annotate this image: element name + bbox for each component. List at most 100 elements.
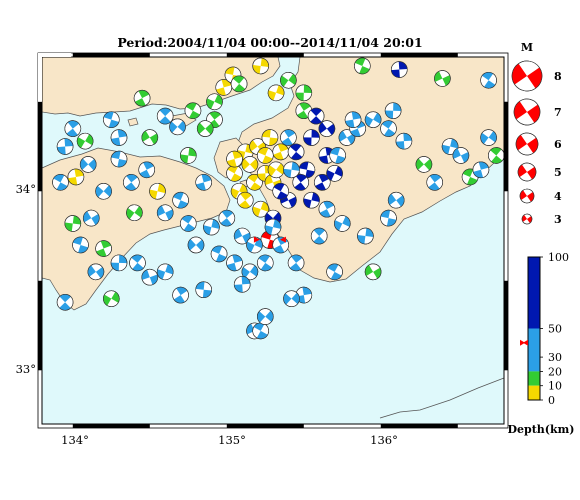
event-mechanism	[138, 161, 156, 179]
depth-scale-segment	[528, 371, 540, 386]
event-mechanism	[169, 118, 186, 136]
magnitude-legend-label: 4	[554, 190, 562, 203]
depth-marker-right	[523, 339, 528, 346]
event-mechanism	[280, 129, 297, 146]
event-mechanism	[452, 147, 470, 164]
event-mechanism	[203, 218, 220, 236]
depth-scale-segment	[528, 328, 540, 372]
frame-bar-right	[504, 280, 508, 371]
event-mechanism	[415, 156, 433, 173]
frame-bar-left	[38, 280, 42, 371]
event-mechanism	[390, 61, 408, 78]
landmass-honshu	[41, 56, 281, 117]
event-mechanism	[480, 71, 497, 89]
event-mechanism	[156, 107, 174, 125]
event-mechanism	[180, 215, 197, 232]
depth-scale-label: 0	[548, 394, 555, 407]
event-mechanism	[126, 204, 143, 222]
event-mechanism	[210, 245, 228, 263]
depth-scale-title: Depth(km)	[508, 423, 575, 436]
event-mechanism	[326, 165, 343, 182]
magnitude-legend-label: 7	[554, 106, 562, 119]
event-mechanism	[246, 174, 263, 191]
frame-bar-top	[380, 53, 458, 57]
event-mechanism	[303, 129, 320, 146]
event-marker-left	[253, 236, 260, 243]
event-mechanism	[56, 293, 74, 311]
event-mechanism	[187, 236, 205, 254]
event-mechanism	[226, 150, 243, 168]
event-mechanism	[283, 161, 300, 179]
event-mechanism	[283, 290, 300, 307]
event-mechanism	[110, 129, 128, 146]
event-mechanism	[180, 147, 197, 164]
magnitude-legend: M 8 7 6 5 4 3	[511, 41, 562, 226]
frame-bar-top	[72, 53, 150, 57]
event-mechanism	[103, 111, 120, 128]
event-mechanism	[364, 263, 382, 281]
depth-marker-left	[520, 339, 525, 346]
event-mechanism	[287, 254, 305, 272]
event-mechanism	[384, 102, 402, 120]
event-mechanism	[72, 236, 89, 254]
event-mechanism	[264, 218, 282, 236]
event-mechanism	[195, 174, 212, 191]
event-mechanism	[387, 191, 405, 209]
depth-scale-label: 10	[548, 380, 562, 393]
event-mechanism	[480, 129, 497, 146]
event-mechanism	[95, 182, 112, 200]
event-mechanism	[79, 156, 97, 173]
event-mechanism	[226, 165, 243, 182]
lat-label-34: 34°	[16, 182, 36, 196]
events-layer	[52, 57, 505, 340]
event-mechanism	[233, 276, 251, 293]
event-mechanism	[226, 254, 243, 272]
frame-bar-bottom	[72, 424, 150, 428]
landmass-islet	[127, 117, 139, 127]
event-mechanism	[395, 132, 413, 150]
event-mechanism	[261, 129, 279, 146]
event-mechanism	[280, 71, 297, 89]
event-mechanism	[64, 120, 82, 137]
event-mechanism	[310, 227, 328, 245]
event-mechanism	[344, 111, 362, 128]
event-mechanism	[326, 263, 343, 281]
event-mechanism	[434, 70, 451, 87]
event-mechanism	[230, 75, 248, 93]
event-mechanism	[156, 204, 174, 222]
event-mechanism	[252, 200, 269, 218]
event-mechanism	[298, 161, 316, 179]
event-mechanism	[303, 191, 320, 209]
depth-scale-label: 30	[548, 351, 562, 364]
event-mechanism	[233, 227, 251, 245]
event-mechanism	[82, 209, 100, 227]
event-mechanism	[272, 182, 290, 200]
event-mechanism	[357, 227, 374, 245]
event-mechanism	[241, 263, 259, 281]
frame-bar-right	[504, 101, 508, 192]
event-mechanism	[149, 182, 166, 200]
depth-scale-label: 100	[548, 251, 569, 264]
event-mechanism	[110, 254, 128, 272]
period-title: Period:2004/11/04 00:00--2014/11/04 20:0…	[117, 35, 422, 50]
lon-label-134: 134°	[61, 433, 89, 447]
event-mechanism	[256, 147, 274, 164]
magnitude-legend-ball	[517, 162, 537, 182]
magnitude-legend-ball	[515, 132, 539, 156]
depth-scale-label: 50	[548, 323, 562, 336]
event-mechanism	[133, 89, 151, 107]
event-mechanism	[380, 120, 397, 137]
magnitude-legend-title: M	[521, 41, 533, 54]
event-marker-right	[279, 236, 286, 243]
event-mechanism	[252, 57, 269, 75]
event-mechanism	[318, 200, 336, 218]
magnitude-legend-ball	[519, 188, 535, 204]
event-mechanism	[461, 168, 479, 186]
event-mechanism	[196, 120, 214, 137]
event-mechanism	[95, 240, 112, 257]
event-mechanism	[364, 111, 382, 128]
magnitude-legend-label: 8	[554, 70, 562, 83]
event-mechanism	[172, 191, 189, 209]
frame-bar-bottom	[380, 424, 458, 428]
event-mechanism	[256, 254, 274, 272]
